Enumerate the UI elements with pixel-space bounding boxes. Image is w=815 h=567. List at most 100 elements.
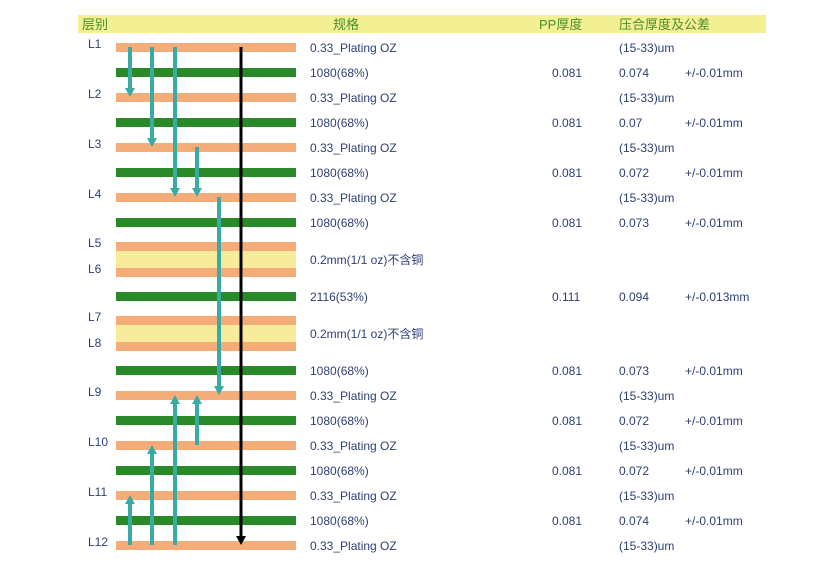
row-spec: 0.33_Plating OZ [310,141,397,155]
copper-foil-band [116,541,296,550]
layer-label: L6 [88,262,102,276]
row-spec: 0.33_Plating OZ [310,439,397,453]
row-pp: 0.081 [552,514,582,528]
through-hole-arrowhead [236,536,246,545]
row-press: 0.074 [619,66,649,80]
row-press: 0.074 [619,514,649,528]
header-press: 压合厚度及公差 [619,17,710,32]
row-spec: 1080(68%) [310,364,369,378]
row-spec: 1080(68%) [310,166,369,180]
prepreg-band [116,292,296,301]
layer-label: L11 [88,485,107,499]
header-pp: PP厚度 [539,17,582,32]
copper-foil-band [116,143,296,152]
via-arrowhead [214,386,224,395]
row-press: (15-33)um [619,91,674,105]
header-spec: 规格 [333,17,359,32]
row-spec: 1080(68%) [310,66,369,80]
spec-table: 0.33_Plating OZ (15-33)um 1080(68%) 0.081 0.… [310,41,749,553]
copper-foil-band [116,491,296,500]
row-pp: 0.081 [552,66,582,80]
layer-label: L10 [88,435,108,449]
row-press: (15-33)um [619,141,674,155]
via-arrowhead [147,138,157,147]
header-bar [78,15,766,33]
prepreg-band [116,516,296,525]
layer-labels: L1 L2 L3 L4 L5 L6 L7 L8 L9 L10 L11 L12 [88,37,108,549]
via-arrowhead [192,188,202,197]
row-press: (15-33)um [619,539,674,553]
copper-foil-band [116,93,296,102]
copper-foil-band [116,391,296,400]
layer-label: L3 [88,137,102,151]
layer-label: L8 [88,336,102,350]
layer-label: L12 [88,535,108,549]
row-tol: +/-0.01mm [685,216,743,230]
row-tol: +/-0.01mm [685,364,743,378]
row-spec: 0.2mm(1/1 oz)不含铜 [310,326,423,341]
copper-foil-band [116,43,296,52]
copper-foil-band [116,242,296,251]
row-spec: 1080(68%) [310,216,369,230]
prepreg-band [116,118,296,127]
via-arrowhead [170,188,180,197]
copper-foil-band [116,441,296,450]
row-pp: 0.081 [552,216,582,230]
row-press: 0.072 [619,166,649,180]
prepreg-band [116,68,296,77]
row-spec: 1080(68%) [310,116,369,130]
layer-label: L5 [88,236,102,250]
row-spec: 0.33_Plating OZ [310,191,397,205]
copper-foil-band [116,193,296,202]
prepreg-band [116,366,296,375]
copper-foil-band [116,316,296,325]
row-press: (15-33)um [619,191,674,205]
header-layer: 层别 [82,17,108,32]
via-arrowhead [125,88,135,97]
row-spec: 2116(53%) [310,290,368,304]
row-spec: 0.2mm(1/1 oz)不含铜 [310,252,423,267]
row-spec: 0.33_Plating OZ [310,389,397,403]
row-tol: +/-0.01mm [685,414,743,428]
prepreg-band [116,218,296,227]
via-arrowhead [192,395,202,404]
via-arrowhead [125,495,135,504]
row-press: 0.073 [619,364,649,378]
row-tol: +/-0.01mm [685,514,743,528]
layer-bands [116,43,296,550]
row-spec: 0.33_Plating OZ [310,41,397,55]
row-spec: 0.33_Plating OZ [310,489,397,503]
row-press: (15-33)um [619,439,674,453]
via-arrowhead [170,395,180,404]
prepreg-band [116,168,296,177]
layer-label: L1 [88,37,102,51]
row-pp: 0.081 [552,116,582,130]
row-press: 0.073 [619,216,649,230]
prepreg-band [116,416,296,425]
row-spec: 1080(68%) [310,464,369,478]
row-pp: 0.081 [552,464,582,478]
layer-label: L9 [88,385,102,399]
layer-label: L7 [88,310,102,324]
row-press: (15-33)um [619,41,674,55]
via-arrowhead [147,445,157,454]
row-pp: 0.081 [552,364,582,378]
row-spec: 0.33_Plating OZ [310,539,397,553]
row-tol: +/-0.01mm [685,116,743,130]
row-spec: 0.33_Plating OZ [310,91,397,105]
row-press: 0.094 [619,290,649,304]
row-tol: +/-0.01mm [685,464,743,478]
row-pp: 0.081 [552,414,582,428]
row-spec: 1080(68%) [310,514,369,528]
row-press: 0.07 [619,116,643,130]
row-pp: 0.111 [552,290,581,304]
layer-label: L4 [88,187,102,201]
copper-foil-band [116,268,296,277]
row-press: (15-33)um [619,489,674,503]
via-arrows [125,47,246,545]
row-press: 0.072 [619,464,649,478]
row-tol: +/-0.01mm [685,66,743,80]
row-press: (15-33)um [619,389,674,403]
row-press: 0.072 [619,414,649,428]
